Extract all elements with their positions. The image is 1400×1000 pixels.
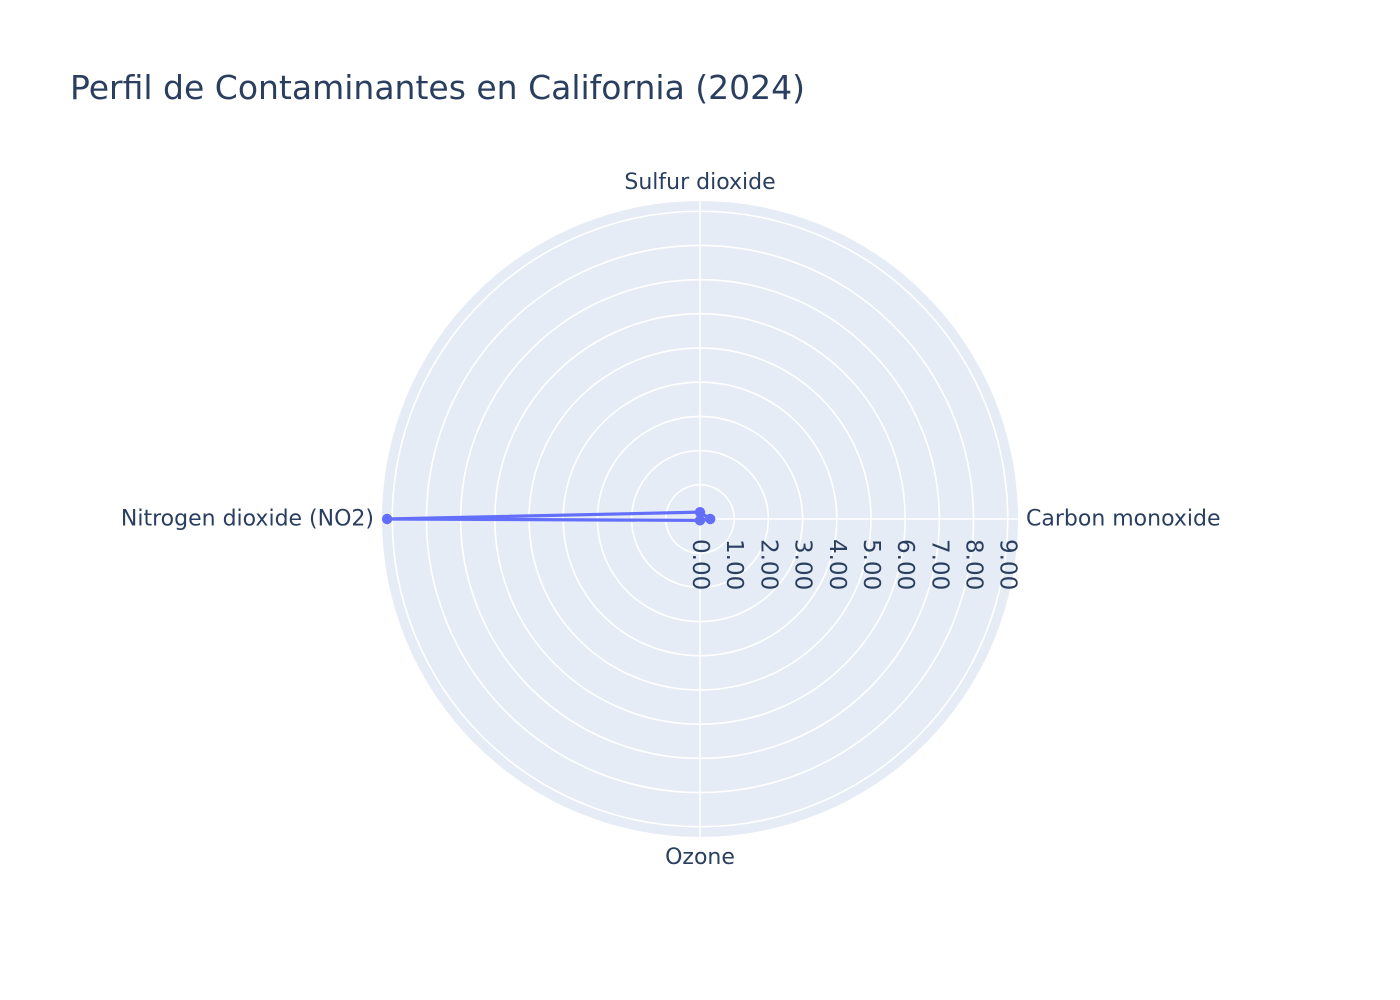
- category-label-3: Ozone: [665, 845, 735, 870]
- radial-tick-label-8: 8.00: [961, 539, 987, 590]
- axis-labels: 0.00 1.00 2.00 3.00 4.00 5.00 6.00 7.00 8.00 9.00…: [121, 170, 1221, 870]
- radial-tick-label-4: 4.00: [824, 539, 850, 590]
- radial-tick-label-6: 6.00: [892, 539, 918, 590]
- category-label-0: Carbon monoxide: [1026, 507, 1221, 532]
- data-point-2: [381, 513, 393, 525]
- radial-tick-label-2: 2.00: [755, 539, 781, 590]
- radial-tick-label-3: 3.00: [790, 539, 816, 590]
- data-point-1: [694, 506, 706, 518]
- data-point-3: [694, 515, 706, 526]
- data-point-0: [705, 513, 716, 525]
- radial-tick-label-0: 0.00: [687, 539, 713, 590]
- radial-tick-label-7: 7.00: [926, 539, 952, 590]
- category-label-2: Nitrogen dioxide (NO2): [121, 507, 374, 532]
- radial-tick-label-9: 9.00: [995, 539, 1021, 590]
- radial-tick-label-5: 5.00: [858, 539, 884, 590]
- data-trace: [381, 506, 716, 526]
- category-label-1: Sulfur dioxide: [624, 170, 775, 195]
- chart-title: Perfil de Contaminantes en California (2…: [70, 68, 806, 107]
- radial-tick-label-1: 1.00: [721, 539, 747, 590]
